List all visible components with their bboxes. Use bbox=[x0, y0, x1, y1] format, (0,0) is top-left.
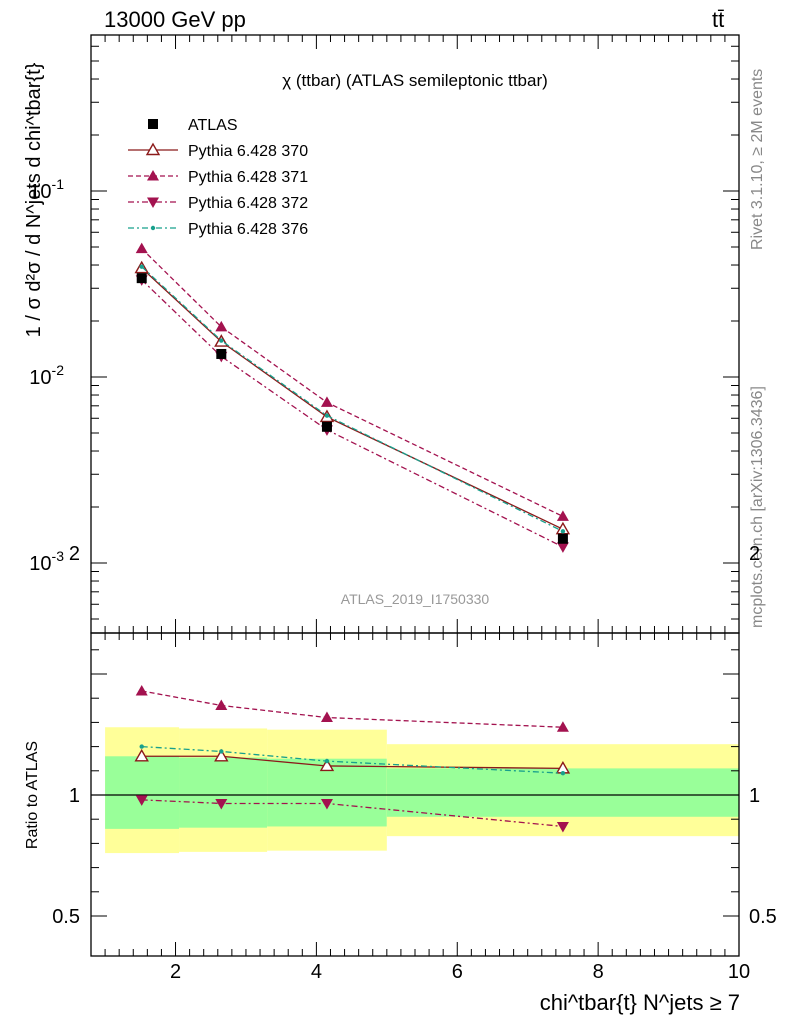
ratio-panel: 0.5 0.5 1 1 2 2 2 4 6 8 10 Ratio to ATLAS bbox=[24, 543, 777, 983]
series-marker bbox=[219, 338, 224, 343]
series-line bbox=[141, 279, 564, 548]
legend-marker bbox=[145, 142, 161, 156]
ratio-y-tick-label-right: 0.5 bbox=[749, 906, 777, 928]
ratio-line bbox=[141, 745, 563, 774]
ratio-y-label: Ratio to ATLAS bbox=[24, 741, 41, 849]
ratio-line bbox=[141, 690, 563, 728]
legend-label: Pythia 6.428 370 bbox=[188, 143, 308, 160]
energy-label: 13000 GeV pp bbox=[104, 7, 246, 32]
ratio-marker bbox=[135, 795, 148, 806]
ratio-marker bbox=[324, 758, 330, 764]
ratio-marker bbox=[139, 744, 144, 749]
ratio-marker bbox=[319, 758, 335, 772]
legend-marker bbox=[147, 170, 159, 181]
series-marker bbox=[320, 396, 333, 407]
x-tick-label: 2 bbox=[170, 961, 181, 983]
process-label: tt̄ bbox=[712, 7, 724, 32]
series-marker bbox=[556, 510, 569, 521]
ratio-y-tick-label-right: 1 bbox=[749, 785, 760, 807]
main-series bbox=[134, 242, 571, 553]
series-line bbox=[141, 267, 564, 530]
main-ticks: 10-3 10-2 10-1 bbox=[29, 35, 740, 633]
ratio-y-tick-label: 0.5 bbox=[52, 906, 80, 928]
main-panel: 10-3 10-2 10-1 χ (ttbar) (ATLAS semilepton… bbox=[23, 34, 740, 634]
x-axis-label: chi^tbar{t} N^jets ≥ 7 bbox=[540, 990, 740, 1015]
ratio-marker bbox=[556, 721, 569, 732]
ratio-y-tick-label: 1 bbox=[69, 785, 80, 807]
ratio-ticks: 0.5 0.5 1 1 2 2 2 4 6 8 10 bbox=[52, 543, 777, 983]
legend-label: ATLAS bbox=[188, 117, 238, 134]
series-marker bbox=[560, 529, 566, 534]
ratio-y-tick-label-right: 2 bbox=[749, 543, 760, 565]
data-point bbox=[216, 348, 227, 359]
ratio-marker bbox=[214, 748, 229, 762]
ratio-bands bbox=[105, 727, 739, 854]
uncertainty-band-inner bbox=[386, 768, 739, 817]
ratio-marker bbox=[556, 821, 569, 833]
y-tick-label: 10-1 bbox=[29, 176, 64, 203]
source-label: mcplots.cern.ch [arXiv:1306.3436] bbox=[749, 386, 766, 628]
legend-label: Pythia 6.428 372 bbox=[188, 195, 308, 212]
ratio-marker bbox=[215, 798, 228, 810]
x-tick-label: 4 bbox=[311, 961, 322, 983]
legend-marker bbox=[148, 119, 158, 129]
series-marker bbox=[215, 320, 228, 332]
series-marker bbox=[324, 413, 330, 418]
series-marker bbox=[135, 242, 148, 254]
data-point bbox=[321, 421, 332, 432]
ratio-marker bbox=[135, 684, 148, 696]
ratio-line bbox=[141, 799, 563, 828]
y-tick-label: 10-3 bbox=[29, 548, 64, 575]
rivet-label: Rivet 3.1.10, ≥ 2M events bbox=[749, 69, 766, 250]
ratio-series bbox=[134, 684, 571, 833]
ratio-y-tick-label: 2 bbox=[69, 543, 80, 565]
main-data-points bbox=[136, 273, 568, 544]
series-line bbox=[141, 248, 564, 518]
ratio-marker bbox=[560, 771, 566, 776]
series-marker bbox=[556, 542, 569, 553]
analysis-watermark: ATLAS_2019_I1750330 bbox=[341, 591, 490, 607]
uncertainty-band-inner bbox=[105, 756, 180, 829]
ratio-marker bbox=[215, 699, 228, 710]
ratio-marker bbox=[320, 798, 333, 810]
data-point bbox=[557, 533, 568, 544]
y-tick-label: 10-2 bbox=[29, 362, 64, 389]
ratio-marker bbox=[219, 749, 224, 754]
ratio-marker bbox=[320, 711, 333, 723]
ratio-marker bbox=[134, 748, 149, 762]
series-marker bbox=[139, 264, 144, 269]
legend-label: Pythia 6.428 371 bbox=[188, 169, 308, 186]
uncertainty-band-inner bbox=[179, 757, 268, 828]
legend-marker bbox=[147, 197, 159, 208]
legend-label: Pythia 6.428 376 bbox=[188, 221, 308, 238]
series-line bbox=[141, 266, 564, 532]
legend-marker bbox=[150, 225, 156, 231]
x-tick-label: 10 bbox=[728, 961, 750, 983]
legend: ATLAS Pythia 6.428 370 Pythia 6.428 371 Pyt… bbox=[128, 117, 308, 238]
data-point bbox=[136, 273, 147, 284]
x-tick-label: 6 bbox=[452, 961, 463, 983]
series-marker bbox=[555, 521, 571, 535]
chart-title: χ (ttbar) (ATLAS semileptonic ttbar) bbox=[282, 71, 548, 90]
y-axis-label: 1 / σ d²σ / d N^jets d chi^tbar{t} bbox=[23, 62, 45, 337]
x-tick-label: 8 bbox=[593, 961, 604, 983]
